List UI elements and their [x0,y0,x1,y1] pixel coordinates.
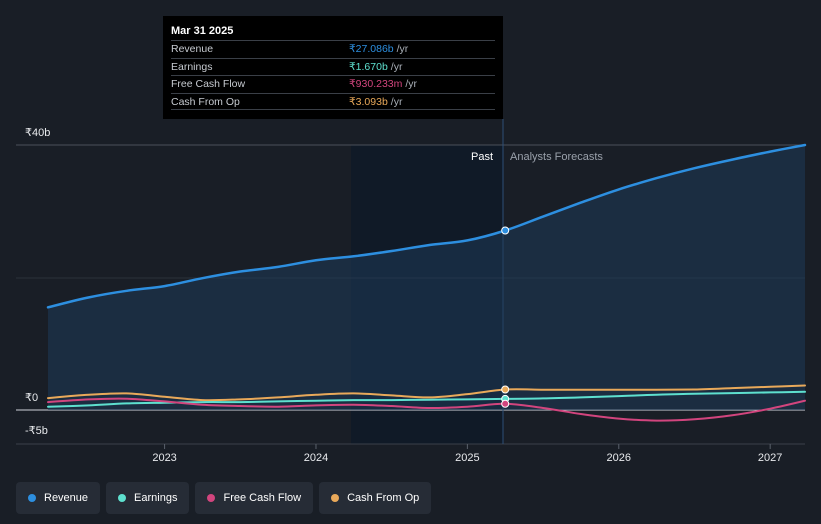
revenue-marker [501,226,510,235]
free-cash-flow-line [47,397,806,422]
legend-label: Earnings [134,492,178,504]
tooltip-value: ₹930.233m [349,78,403,90]
tooltip-row-revenue: Revenue ₹27.086b/yr [171,40,495,58]
forecast-label: Analysts Forecasts [510,151,603,163]
legend-label: Cash From Op [347,492,420,504]
tooltip-date: Mar 31 2025 [171,25,234,37]
legend-dot-icon [118,494,127,502]
tooltip-unit: /yr [390,60,403,73]
revenue-area [48,145,805,410]
legend-item-free-cash-flow[interactable]: Free Cash Flow [195,482,314,514]
legend-dot-icon [28,494,36,502]
free-cash-flow-marker [501,399,510,408]
y-tick-label: -₹5b [25,425,48,438]
legend-dot-icon [207,494,216,502]
x-axis-ticks: 2023 2024 2025 2026 2027 [152,444,782,464]
legend-item-earnings[interactable]: Earnings [106,482,190,514]
tooltip-value: ₹1.670b [349,60,388,73]
legend-item-revenue[interactable]: Revenue [16,482,101,514]
x-tick-label: 2027 [758,452,782,464]
past-label: Past [471,151,493,163]
x-tick-label: 2024 [304,452,328,464]
legend-label: Free Cash Flow [223,492,302,504]
cash-from-op-line [47,384,806,402]
tooltip-label: Free Cash Flow [171,78,246,90]
x-tick-label: 2023 [152,452,176,464]
x-tick-label: 2025 [455,452,479,464]
x-tick-label: 2026 [607,452,631,464]
series-layer [46,143,807,422]
legend-label: Revenue [44,492,89,504]
tooltip-label: Revenue [171,43,214,55]
tooltip-row-cfo: Cash From Op ₹3.093b/yr [171,92,495,110]
revenue-line [46,143,807,309]
tooltip-value: ₹3.093b [349,95,388,108]
y-tick-label: ₹0 [25,392,39,404]
legend-dot-icon [331,494,340,502]
legend-item-cash-from-op[interactable]: Cash From Op [319,482,432,514]
tooltip: Mar 31 2025 Revenue ₹27.086b/yr Earnings… [163,16,503,119]
tooltip-label: Cash From Op [171,95,240,108]
tooltip-unit: /yr [390,95,403,108]
tooltip-unit: /yr [396,43,409,55]
tooltip-unit: /yr [405,78,418,90]
y-tick-label: ₹40b [25,127,51,139]
tooltip-row-fcf: Free Cash Flow ₹930.233m/yr [171,75,495,93]
tooltip-label: Earnings [171,60,213,73]
tooltip-value: ₹27.086b [349,43,394,55]
tooltip-row-earnings: Earnings ₹1.670b/yr [171,57,495,76]
cash-from-op-marker [501,385,510,394]
legend: Revenue Earnings Free Cash Flow Cash Fro… [16,482,432,514]
